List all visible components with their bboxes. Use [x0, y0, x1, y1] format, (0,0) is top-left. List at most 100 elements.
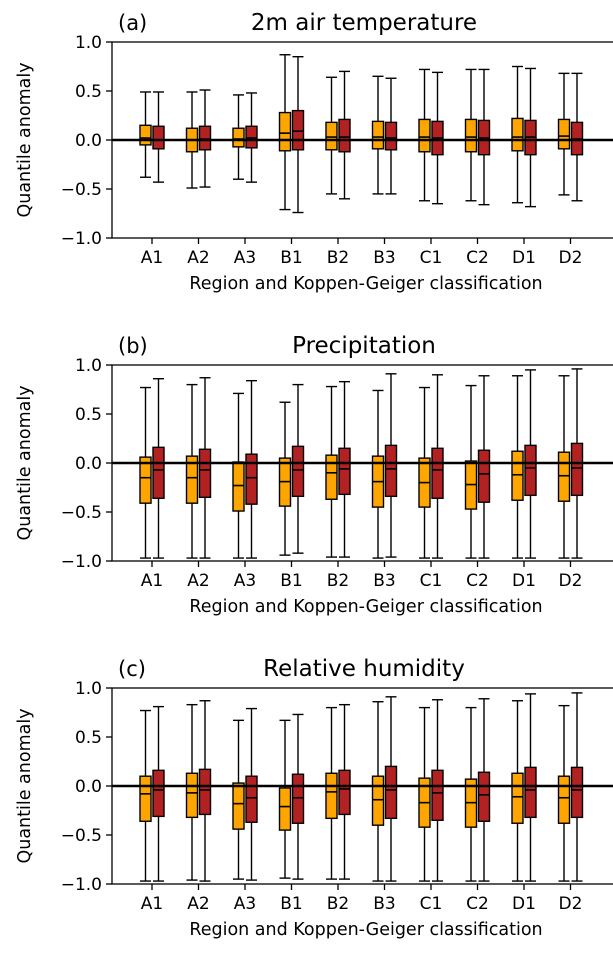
x-tick-label: C2 — [466, 248, 489, 268]
box-b1-series-1 — [278, 719, 292, 879]
y-tick-label: −0.5 — [61, 180, 102, 200]
box-iqr — [278, 787, 292, 831]
box-d1-series-1 — [511, 700, 524, 882]
box-iqr — [232, 127, 245, 148]
box-iqr — [291, 445, 305, 498]
box-b1-series-2 — [291, 56, 305, 214]
box-iqr — [511, 450, 524, 501]
box-b3-series-2 — [384, 696, 398, 882]
box-iqr — [464, 118, 478, 153]
x-tick-label: C2 — [466, 571, 489, 591]
box-b3-series-1 — [371, 701, 385, 882]
box-d2-series-1 — [557, 375, 571, 559]
x-tick-label: B1 — [280, 571, 302, 591]
x-tick-label: B1 — [280, 894, 302, 914]
x-tick-label: D1 — [512, 894, 536, 914]
y-tick-label: 0.0 — [75, 131, 102, 151]
box-iqr — [524, 766, 537, 819]
box-iqr — [232, 461, 245, 512]
box-iqr — [245, 775, 258, 823]
box-iqr — [477, 771, 491, 822]
box-iqr — [371, 775, 385, 826]
box-a3-series-2 — [245, 379, 258, 559]
x-tick-label: B1 — [280, 248, 302, 268]
box-a1-series-2 — [152, 705, 165, 882]
box-iqr — [185, 455, 199, 504]
box-iqr — [524, 444, 537, 497]
box-c1-series-1 — [418, 706, 431, 882]
box-a1-series-1 — [139, 709, 152, 882]
y-tick-label: −1.0 — [61, 552, 102, 572]
box-a3-series-1 — [232, 94, 245, 180]
x-tick-label: A1 — [141, 571, 163, 591]
x-tick-label: A1 — [141, 894, 163, 914]
box-iqr — [198, 125, 212, 151]
box-b2-series-1 — [325, 706, 338, 880]
box-iqr — [338, 118, 351, 153]
x-tick-label: D2 — [559, 248, 583, 268]
box-d1-series-2 — [524, 67, 537, 208]
box-c1-series-2 — [431, 699, 444, 882]
box-iqr — [431, 769, 444, 822]
panel-label: (b) — [118, 334, 148, 358]
box-b1-series-2 — [291, 383, 305, 554]
x-tick-label: B3 — [373, 248, 395, 268]
x-tick-label: A2 — [187, 248, 209, 268]
box-b2-series-2 — [338, 380, 351, 558]
y-tick-label: 1.0 — [75, 679, 102, 699]
y-tick-label: −1.0 — [61, 229, 102, 249]
x-tick-label: D1 — [512, 248, 536, 268]
box-iqr — [511, 772, 524, 824]
box-iqr — [338, 769, 351, 816]
box-iqr — [198, 768, 212, 816]
box-iqr — [139, 456, 152, 504]
box-iqr — [278, 111, 292, 152]
box-a3-series-2 — [245, 707, 258, 881]
box-a3-series-1 — [232, 392, 245, 559]
box-iqr — [139, 775, 152, 822]
box-d1-series-2 — [524, 693, 537, 882]
box-c2-series-1 — [464, 706, 478, 882]
plot-frame — [111, 687, 613, 885]
x-tick-label: B2 — [327, 894, 349, 914]
box-d2-series-1 — [557, 72, 571, 196]
x-tick-label: C1 — [420, 571, 443, 591]
box-a3-series-1 — [232, 719, 245, 880]
x-axis-label: Region and Koppen-Geiger classification — [189, 597, 542, 617]
box-a2-series-2 — [198, 89, 212, 188]
box-iqr — [384, 765, 398, 820]
y-tick-label: 0.5 — [75, 82, 102, 102]
panel-3: (c) Relative humidity Quantile anomaly −1.0… — [15, 656, 613, 940]
plot-frame — [111, 41, 613, 239]
box-iqr — [245, 125, 258, 149]
box-a3-series-2 — [245, 92, 258, 183]
panel-1: (a) 2m air temperature Quantile anomaly −1.… — [15, 10, 613, 294]
box-iqr — [570, 766, 584, 819]
box-iqr — [245, 453, 258, 505]
box-b3-series-1 — [371, 75, 385, 195]
box-iqr — [338, 447, 351, 496]
box-b3-series-1 — [371, 389, 385, 559]
box-b1-series-1 — [278, 401, 292, 556]
box-iqr — [557, 118, 571, 150]
y-tick-label: −0.5 — [61, 503, 102, 523]
x-tick-label: D2 — [559, 894, 583, 914]
panel-title: 2m air temperature — [251, 10, 477, 36]
y-tick-label: 1.0 — [75, 356, 102, 376]
box-iqr — [570, 442, 584, 497]
box-c1-series-1 — [418, 68, 431, 202]
box-d1-series-2 — [524, 369, 537, 559]
box-d2-series-2 — [570, 72, 584, 202]
y-tick-label: −0.5 — [61, 826, 102, 846]
box-d1-series-1 — [511, 375, 524, 559]
box-iqr — [431, 447, 444, 499]
panel-label: (a) — [118, 11, 147, 35]
box-b3-series-2 — [384, 373, 398, 558]
box-d2-series-2 — [570, 692, 584, 882]
box-iqr — [557, 775, 571, 824]
box-a2-series-2 — [198, 377, 212, 559]
box-a1-series-2 — [152, 378, 165, 559]
box-c1-series-1 — [418, 386, 431, 559]
box-iqr — [384, 444, 398, 498]
y-axis-label: Quantile anomaly — [15, 708, 35, 863]
